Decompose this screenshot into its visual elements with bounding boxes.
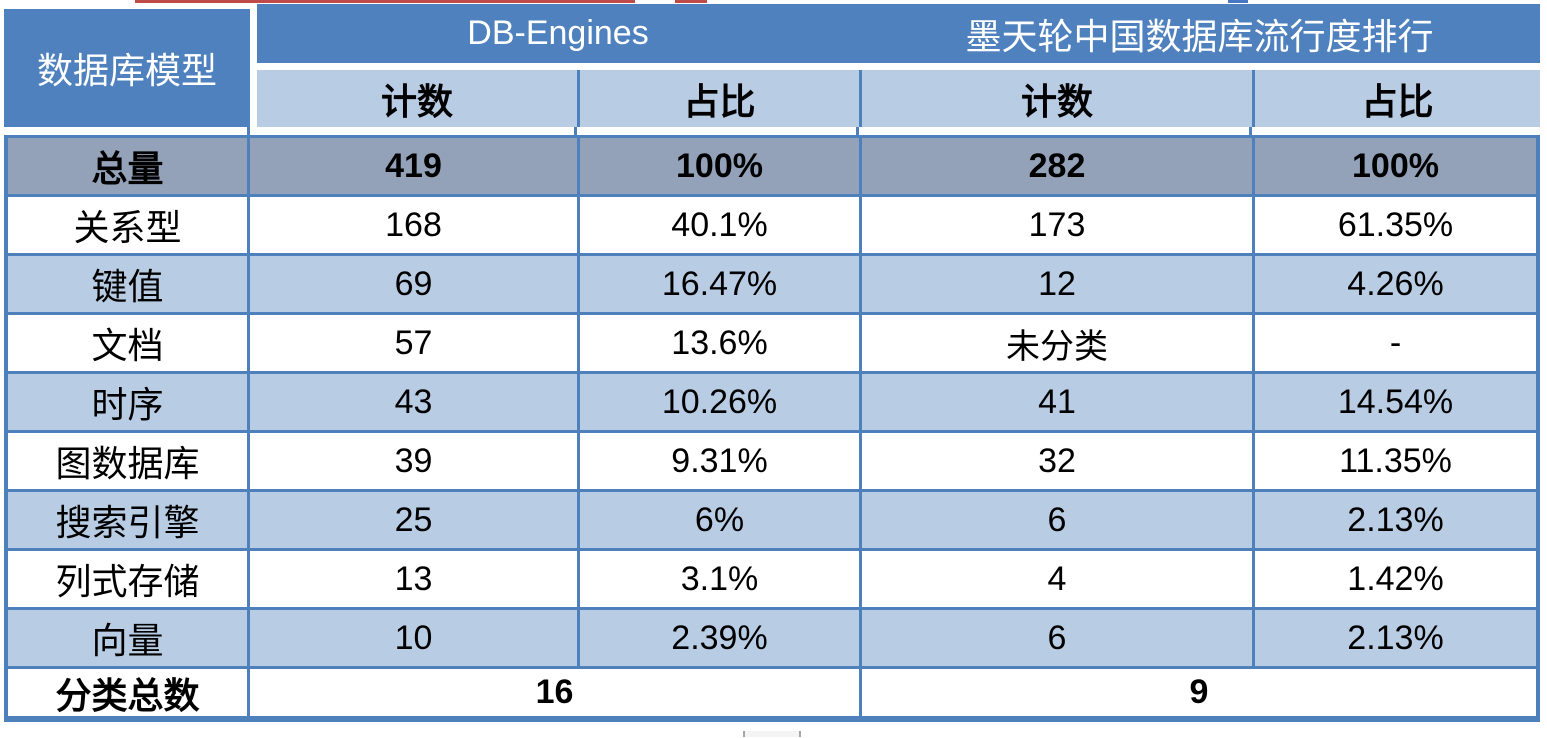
cell-value: 100% [1252, 135, 1540, 194]
row-label: 键值 [4, 253, 250, 312]
cropped-red-underline-fragment [135, 0, 635, 3]
cell-value: 未分类 [859, 312, 1252, 371]
cell-value: 1.42% [1252, 548, 1540, 607]
footer-value-db-engines: 16 [250, 666, 859, 722]
cell-value: 39 [250, 430, 577, 489]
cell-value: 6 [859, 489, 1252, 548]
cell-value: 282 [859, 135, 1252, 194]
spacer-cell [250, 127, 577, 135]
group-header-db-engines: DB-Engines [257, 4, 859, 63]
cell-value: 6% [577, 489, 859, 548]
cell-value: 10.26% [577, 371, 859, 430]
cell-value: 16.47% [577, 253, 859, 312]
cell-value: 2.13% [1252, 489, 1540, 548]
cell-value: 168 [250, 194, 577, 253]
cell-value: 173 [859, 194, 1252, 253]
cell-value: 12 [859, 253, 1252, 312]
cell-value: 32 [859, 430, 1252, 489]
spacer-cell [4, 127, 250, 135]
cell-value: 4 [859, 548, 1252, 607]
cell-value: 41 [859, 371, 1252, 430]
footer-value-modb: 9 [859, 666, 1540, 722]
cell-value: 11.35% [1252, 430, 1540, 489]
row-label: 搜索引擎 [4, 489, 250, 548]
cell-value: 3.1% [577, 548, 859, 607]
row-label: 文档 [4, 312, 250, 371]
cell-value: 2.39% [577, 607, 859, 666]
spacer-cell [859, 127, 1252, 135]
cell-value: 43 [250, 371, 577, 430]
header-gap-row [257, 63, 1540, 70]
group-header-modb-china-ranking: 墨天轮中国数据库流行度排行 [859, 4, 1540, 63]
cell-value: 61.35% [1252, 194, 1540, 253]
cropped-red-underline-fragment [675, 0, 707, 3]
subheader-share-db-engines: 占比 [577, 70, 859, 127]
row-label: 列式存储 [4, 548, 250, 607]
cell-value: 57 [250, 312, 577, 371]
cell-value: 40.1% [577, 194, 859, 253]
cell-value: 100% [577, 135, 859, 194]
subheader-count-db-engines: 计数 [257, 70, 577, 127]
corner-header-database-model: 数据库模型 [4, 4, 250, 127]
cell-value: 2.13% [1252, 607, 1540, 666]
footer-label-category-total: 分类总数 [4, 666, 250, 722]
row-label: 总量 [4, 135, 250, 194]
cropped-scrollbar-fragment [743, 731, 801, 737]
row-label: 向量 [4, 607, 250, 666]
cell-value: 6 [859, 607, 1252, 666]
cell-value: 25 [250, 489, 577, 548]
cell-value: 69 [250, 253, 577, 312]
database-model-comparison-table: 数据库模型 DB-Engines 墨天轮中国数据库流行度排行 计数 占比 计数 … [4, 4, 1540, 722]
spacer-cell [577, 127, 859, 135]
row-label: 关系型 [4, 194, 250, 253]
subheader-count-modb: 计数 [859, 70, 1252, 127]
header-gap-column [250, 4, 257, 127]
spacer-cell [1252, 127, 1540, 135]
cell-value: 9.31% [577, 430, 859, 489]
cell-value: 13 [250, 548, 577, 607]
cell-value: - [1252, 312, 1540, 371]
cell-value: 13.6% [577, 312, 859, 371]
cropped-blue-underline-fragment [1228, 0, 1248, 3]
cell-value: 14.54% [1252, 371, 1540, 430]
subheader-share-modb: 占比 [1252, 70, 1540, 127]
row-label: 时序 [4, 371, 250, 430]
row-label: 图数据库 [4, 430, 250, 489]
cell-value: 4.26% [1252, 253, 1540, 312]
cell-value: 419 [250, 135, 577, 194]
cell-value: 10 [250, 607, 577, 666]
